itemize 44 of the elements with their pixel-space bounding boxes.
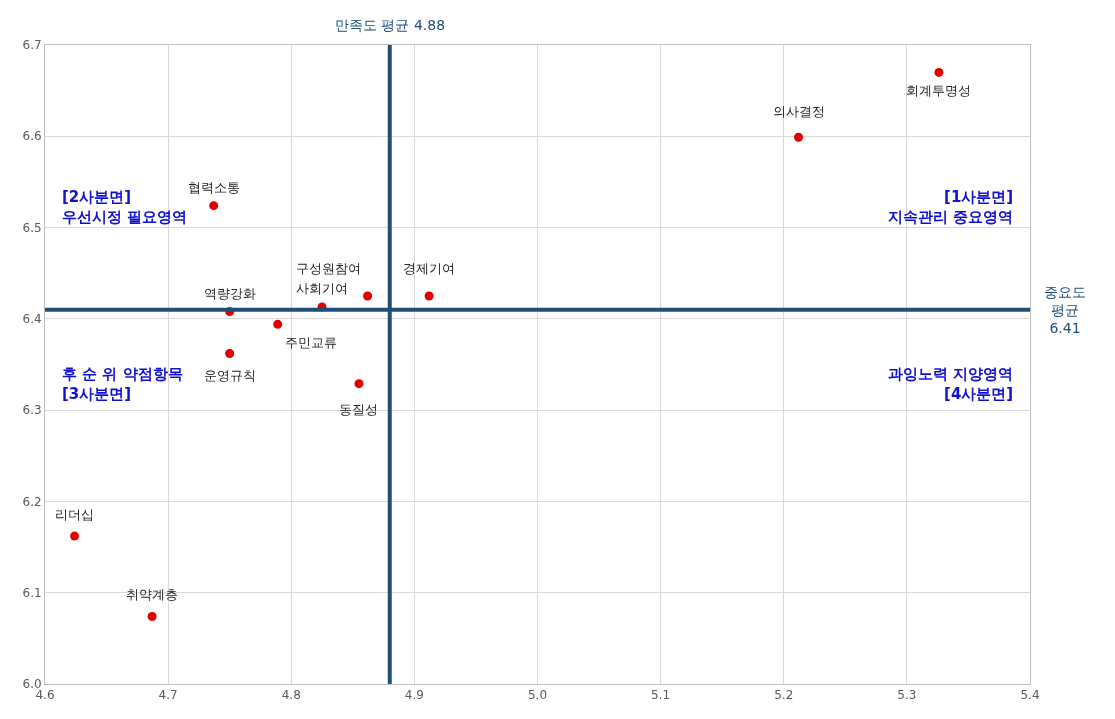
annotation: 사회기여 (296, 281, 348, 296)
x-tick-label: 5.1 (651, 688, 671, 703)
point (70, 531, 80, 541)
point (794, 132, 804, 142)
point (934, 67, 944, 77)
annotation: 의사결정 (773, 104, 825, 119)
annotation: 리더십 (55, 507, 94, 522)
annotation: 과잉노력 지양영역 [4사분면] (888, 365, 1014, 403)
annotation: 후 순 위 약점항목 [3사분면] (62, 365, 183, 403)
point (225, 349, 235, 359)
point (209, 201, 219, 211)
x-tick-label: 5.3 (897, 688, 917, 703)
y-tick-label: 6.2 (22, 494, 42, 509)
y-tick-label: 6.4 (22, 312, 42, 327)
ref-line-label: 만족도 평균 4.88 (335, 17, 446, 33)
x-tick-label: 5.2 (774, 688, 794, 703)
y-tick-label: 6.5 (22, 220, 42, 235)
x-tick-label: 4.7 (158, 688, 178, 703)
annotation: 운영규칙 (204, 368, 256, 383)
point (363, 291, 373, 301)
annotation: 구성원참여 (296, 261, 361, 276)
annotation: 역량강화 (204, 286, 256, 301)
annotation: 회계투명성 (906, 83, 971, 98)
annotation: 동질성 (339, 402, 378, 417)
ref-line-label: 중요도 평균 6.41 (1044, 284, 1086, 337)
annotation: 경제기여 (403, 261, 455, 276)
annotation: [1사분면] 지속관리 중요영역 (888, 188, 1014, 226)
annotation: 취약계층 (126, 587, 178, 602)
annotation: 협력소통 (188, 180, 240, 195)
y-tick-label: 6.7 (22, 38, 42, 53)
point (354, 379, 364, 389)
point (273, 319, 283, 329)
y-tick-label: 6.3 (22, 403, 42, 418)
x-tick-label: 5.4 (1020, 688, 1040, 703)
x-tick-label: 4.8 (281, 688, 301, 703)
annotation: 주민교류 (285, 335, 337, 350)
annotation: [2사분면] 우선시정 필요영역 (62, 188, 188, 226)
y-tick-label: 6.1 (22, 585, 42, 600)
x-tick-label: 5.0 (527, 688, 548, 703)
point (424, 291, 434, 301)
x-tick-label: 4.6 (35, 688, 55, 703)
x-tick-label: 4.9 (404, 688, 424, 703)
y-tick-label: 6.6 (22, 129, 42, 144)
point (147, 611, 157, 621)
